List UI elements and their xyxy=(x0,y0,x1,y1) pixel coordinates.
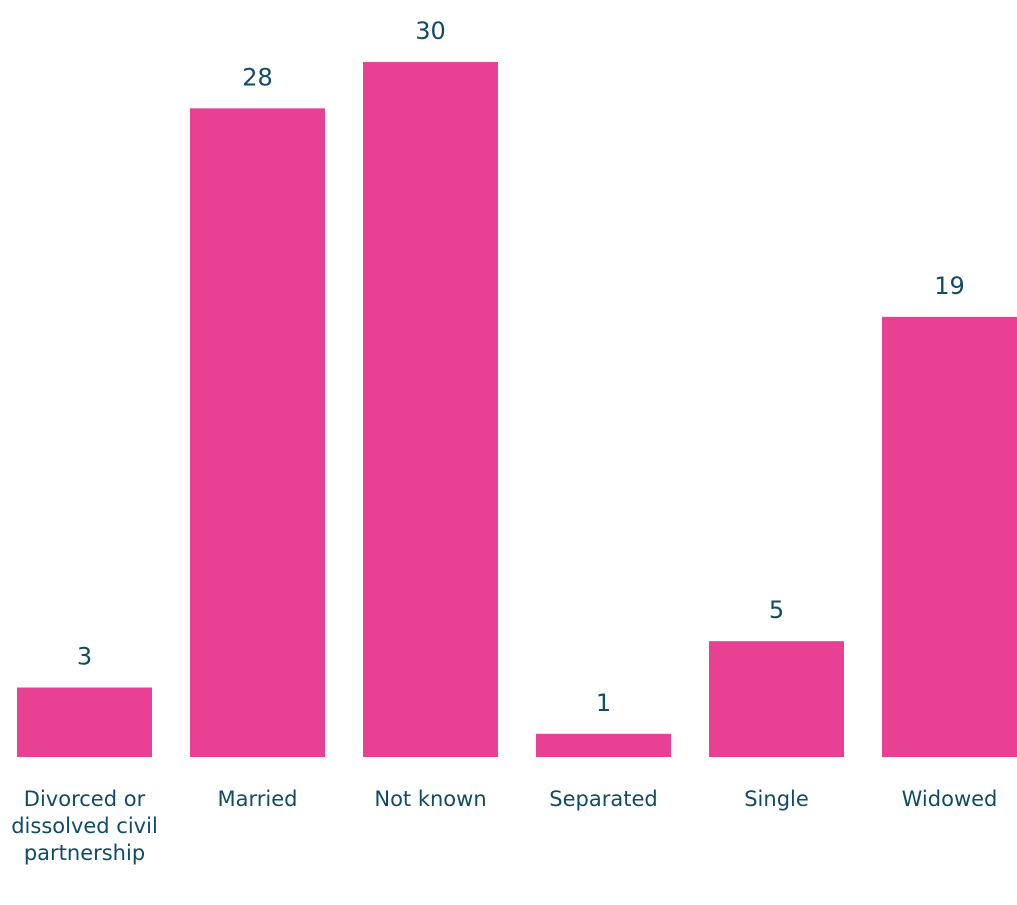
value-label: 3 xyxy=(77,643,92,671)
x-tick-label: Single xyxy=(744,787,809,811)
value-label: 30 xyxy=(415,17,446,45)
bar xyxy=(709,641,844,757)
bar xyxy=(17,687,152,757)
x-tick-label: Married xyxy=(217,787,298,811)
value-label: 5 xyxy=(769,596,784,624)
value-label: 1 xyxy=(596,689,611,717)
bar xyxy=(882,316,1017,757)
bar xyxy=(536,733,671,757)
x-tick-label: Not known xyxy=(374,787,487,811)
value-label: 28 xyxy=(242,63,273,91)
x-tick-label: Separated xyxy=(549,787,658,811)
bar xyxy=(363,62,498,757)
bar xyxy=(190,108,325,758)
x-tick-label: Divorced or dissolved civil partnership xyxy=(11,787,158,865)
x-tick-label: Widowed xyxy=(901,787,998,811)
value-label: 19 xyxy=(934,272,965,300)
